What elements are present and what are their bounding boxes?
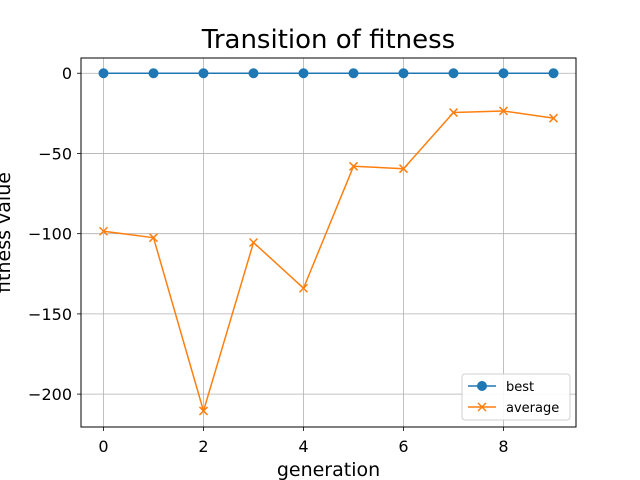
data-point-average	[298, 283, 309, 293]
data-point-average	[448, 108, 459, 118]
data-point-average	[398, 164, 409, 174]
x-marker-stroke	[198, 406, 209, 416]
data-point-best	[298, 68, 309, 79]
x-marker-stroke	[398, 164, 409, 174]
plot-frame	[80, 57, 577, 428]
ticks: 0 2 4 6 8 0 −50 −100 −150 −200	[28, 64, 509, 456]
x-marker-stroke	[298, 283, 309, 293]
y-tick-label: 0	[62, 64, 72, 83]
x-marker-stroke	[548, 113, 559, 123]
data-point-average	[248, 237, 259, 248]
data-point-best	[548, 68, 559, 79]
data-point-best	[348, 68, 359, 79]
x-marker-stroke	[148, 233, 159, 243]
x-marker-stroke	[448, 108, 459, 118]
x-marker-stroke	[348, 161, 359, 171]
x-tick-label: 6	[398, 437, 408, 456]
x-marker-stroke	[498, 106, 509, 116]
chart-title: Transition of fitness	[201, 25, 455, 55]
data-point-best	[248, 68, 259, 79]
data-point-average	[348, 161, 359, 171]
y-tick-label: −100	[28, 225, 72, 244]
data-point-best	[398, 68, 409, 79]
x-marker-stroke	[477, 402, 487, 412]
x-tick-label: 8	[498, 437, 508, 456]
x-marker-stroke	[98, 226, 109, 236]
y-tick-label: −150	[28, 305, 72, 324]
x-axis-title: generation	[277, 459, 380, 480]
legend: best average	[461, 373, 571, 421]
y-axis-title: fitness value	[0, 172, 15, 293]
data-point-average	[548, 113, 559, 123]
y-tick-label: −200	[28, 385, 72, 404]
data-point-average	[498, 106, 509, 116]
x-marker-stroke	[248, 237, 259, 248]
data-point-average	[98, 226, 109, 236]
legend-label-average: average	[506, 401, 559, 416]
data-point-best	[498, 68, 509, 79]
x-tick-label: 2	[198, 437, 208, 456]
data-point-best	[198, 68, 209, 79]
series-layer	[98, 68, 559, 416]
legend-marker-best	[477, 381, 487, 391]
y-tick-label: −50	[38, 144, 72, 163]
series-line-average	[103, 110, 554, 412]
legend-marker-average	[477, 402, 487, 412]
x-tick-label: 4	[298, 437, 308, 456]
data-point-average	[198, 406, 209, 416]
data-point-best	[148, 68, 159, 79]
x-tick-label: 0	[98, 437, 108, 456]
data-point-best	[448, 68, 459, 79]
data-point-average	[148, 233, 159, 243]
legend-label-best: best	[506, 380, 534, 395]
data-point-best	[98, 68, 109, 79]
